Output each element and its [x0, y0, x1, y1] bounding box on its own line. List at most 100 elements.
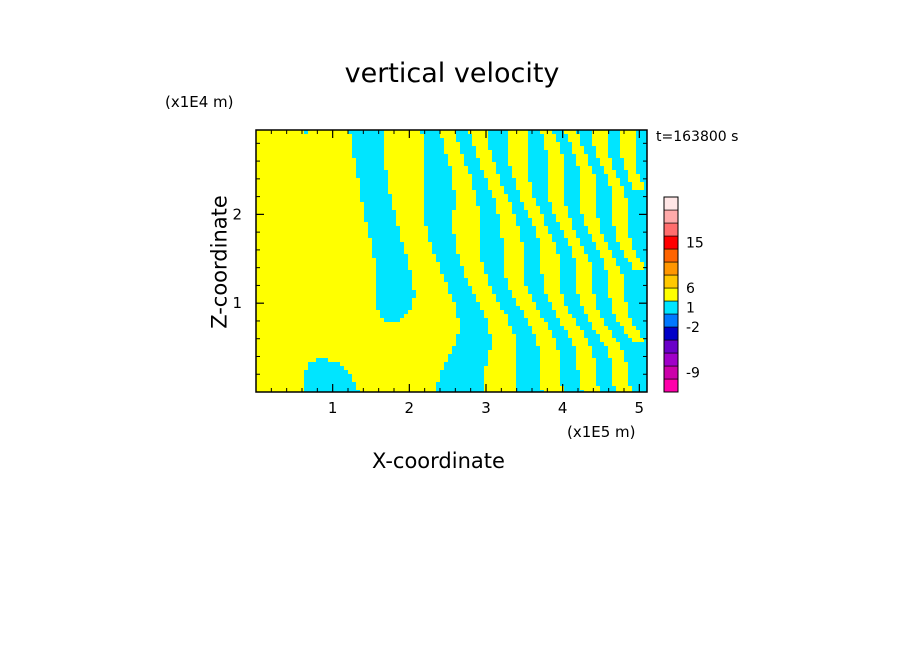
field-positive-cell — [612, 370, 628, 374]
field-positive-cell — [548, 298, 564, 302]
field-positive-cell — [516, 298, 532, 302]
field-positive-cell — [620, 138, 636, 142]
field-positive-cell — [612, 374, 628, 378]
field-positive-cell — [384, 154, 424, 158]
field-positive-cell — [624, 330, 640, 334]
field-positive-cell — [548, 186, 564, 190]
field-positive-cell — [504, 262, 524, 266]
field-positive-cell — [476, 294, 496, 298]
field-positive-cell — [572, 254, 588, 258]
field-positive-cell — [596, 242, 608, 246]
field-positive-cell — [500, 214, 516, 218]
colorbar-band — [663, 326, 679, 341]
field-positive-cell — [472, 138, 488, 142]
field-positive-cell — [384, 142, 424, 146]
x-tick-label: 3 — [481, 399, 491, 417]
field-positive-cell — [620, 134, 636, 138]
field-positive-cell — [536, 338, 556, 342]
field-positive-cell — [404, 242, 432, 246]
field-positive-cell — [608, 174, 616, 178]
field-positive-cell — [548, 182, 564, 186]
field-positive-cell — [608, 282, 624, 286]
field-positive-cell — [600, 250, 612, 254]
field-positive-cell — [508, 278, 524, 282]
field-positive-cell — [580, 210, 596, 214]
field-positive-cell — [572, 146, 584, 150]
time-label: t=163800 s — [656, 129, 739, 145]
field-positive-cell — [604, 258, 616, 262]
field-positive-cell — [256, 342, 456, 346]
field-positive-cell — [388, 186, 424, 190]
field-positive-cell — [540, 254, 560, 258]
field-positive-cell — [488, 178, 500, 182]
field-positive-cell — [548, 170, 564, 174]
field-positive-cell — [352, 378, 440, 382]
field-positive-cell — [584, 306, 596, 310]
field-positive-cell — [616, 230, 628, 234]
field-positive-cell — [256, 386, 304, 390]
field-positive-cell — [416, 290, 448, 294]
field-positive-cell — [256, 254, 372, 258]
field-positive-cell — [600, 334, 612, 338]
field-positive-cell — [548, 150, 560, 154]
field-positive-cell — [632, 266, 644, 270]
field-positive-cell — [488, 358, 516, 362]
field-positive-cell — [612, 214, 628, 218]
field-positive-cell — [408, 254, 436, 258]
field-positive-cell — [508, 282, 524, 286]
field-positive-cell — [532, 222, 544, 226]
field-positive-cell — [632, 338, 644, 342]
field-positive-cell — [584, 218, 600, 222]
field-positive-cell — [548, 198, 564, 202]
field-positive-cell — [412, 274, 444, 278]
field-positive-cell — [508, 142, 528, 146]
field-positive-cell — [388, 170, 424, 174]
field-positive-cell — [568, 242, 580, 246]
field-positive-cell — [540, 362, 560, 366]
field-positive-cell — [484, 390, 516, 392]
field-positive-cell — [616, 238, 632, 242]
field-positive-cell — [600, 162, 612, 166]
field-positive-cell — [548, 294, 564, 298]
field-positive-cell — [472, 290, 492, 294]
field-positive-cell — [592, 142, 608, 146]
field-positive-cell — [484, 378, 516, 382]
field-positive-cell — [516, 302, 536, 306]
field-positive-cell — [600, 254, 612, 258]
field-positive-cell — [456, 234, 480, 238]
colorbar-band — [663, 378, 679, 393]
field-positive-cell — [256, 322, 460, 326]
field-positive-cell — [508, 130, 528, 134]
field-positive-cell — [492, 334, 516, 338]
field-positive-cell — [548, 158, 564, 162]
field-positive-cell — [392, 202, 424, 206]
field-positive-cell — [412, 282, 448, 286]
field-positive-cell — [484, 374, 516, 378]
field-positive-cell — [384, 166, 424, 170]
field-positive-cell — [576, 278, 592, 282]
field-positive-cell — [256, 190, 360, 194]
field-positive-cell — [528, 322, 548, 326]
field-positive-cell — [588, 314, 600, 318]
field-positive-cell — [540, 242, 556, 246]
field-positive-cell — [456, 206, 480, 210]
field-positive-cell — [572, 246, 584, 250]
field-positive-cell — [612, 202, 628, 206]
field-positive-cell — [392, 206, 424, 210]
field-positive-cell — [256, 154, 352, 158]
field-positive-cell — [256, 222, 368, 226]
field-positive-cell — [256, 218, 364, 222]
field-positive-cell — [256, 234, 368, 238]
field-positive-cell — [504, 270, 524, 274]
field-positive-cell — [460, 254, 480, 258]
field-positive-cell — [536, 234, 552, 238]
field-positive-cell — [580, 378, 596, 382]
colorbar-band — [663, 235, 679, 250]
field-positive-cell — [616, 314, 628, 318]
field-positive-cell — [536, 334, 552, 338]
field-positive-cell — [492, 338, 516, 342]
field-positive-cell — [548, 178, 564, 182]
field-positive-cell — [516, 178, 528, 182]
field-positive-cell — [512, 294, 532, 298]
field-positive-cell — [488, 326, 512, 330]
